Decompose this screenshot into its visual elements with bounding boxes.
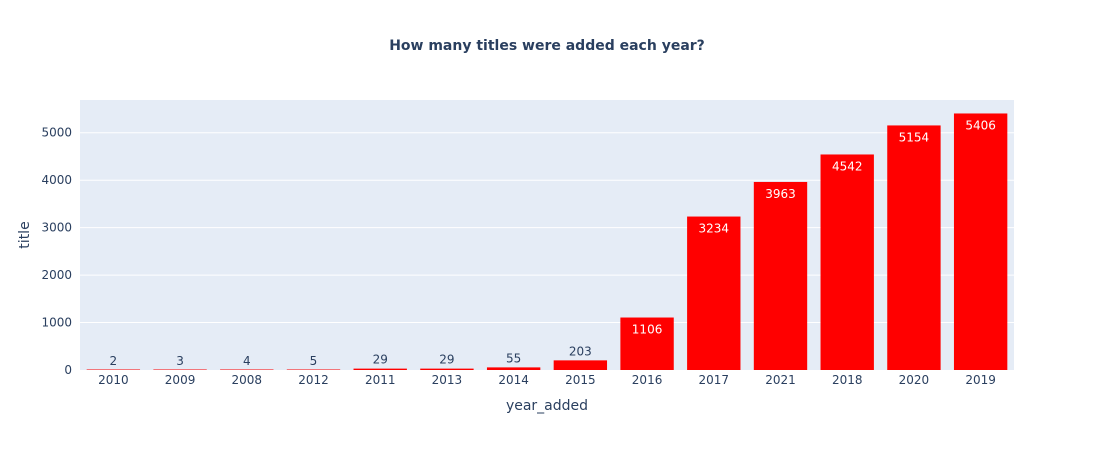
y-tick-label: 5000 [41,126,72,140]
x-tick-label: 2013 [432,373,463,387]
bar [153,369,207,370]
bar-value-label: 4542 [832,159,863,173]
bar [420,368,474,370]
x-tick-label: 2008 [232,373,263,387]
x-tick-label: 2011 [365,373,396,387]
bar-value-label: 5154 [899,130,930,144]
bar [953,113,1008,371]
bar-value-label: 1106 [632,323,663,337]
bar [486,367,541,370]
bar-value-label: 2 [110,354,118,368]
y-tick-label: 0 [64,363,72,377]
x-tick-label: 2018 [832,373,863,387]
bar-labels: 2 3 4 5 29 29 55 203 1106 3234 3963 4542 5154 5406 [110,118,996,367]
x-tick-label: 2021 [765,373,796,387]
bar [687,216,741,370]
bar-value-label: 3 [176,354,184,368]
bar-value-label: 203 [569,344,592,358]
x-tick-label: 2014 [498,373,529,387]
bar [620,317,674,370]
bar [887,125,941,370]
bar [753,181,808,370]
bar [820,154,874,370]
bar [220,369,274,370]
bar [286,369,341,370]
y-axis-title: title [17,221,33,248]
y-tick-label: 3000 [41,221,72,235]
bar [86,369,141,370]
bar-value-label: 4 [243,354,251,368]
bar-value-label: 3234 [699,222,730,236]
x-tick-label: 2015 [565,373,596,387]
bar [353,368,407,370]
y-tick-label: 1000 [41,316,72,330]
x-axis-title: year_added [506,398,588,414]
x-axis-ticks: 2010 2009 2008 2012 2011 2013 2014 2015 2016 2017… [98,373,996,387]
x-tick-label: 2009 [165,373,196,387]
bar-value-label: 5 [310,354,318,368]
y-tick-label: 4000 [41,173,72,187]
y-tick-label: 2000 [41,268,72,282]
x-tick-label: 2012 [298,373,329,387]
bar-value-label: 3963 [765,187,796,201]
chart-title: How many titles were added each year? [389,38,705,54]
x-tick-label: 2017 [699,373,730,387]
bar-value-label: 29 [373,353,388,367]
y-axis-ticks: 0 1000 2000 3000 4000 5000 [41,126,72,377]
bar-value-label: 29 [439,353,454,367]
x-tick-label: 2020 [899,373,930,387]
bar-value-label: 5406 [965,118,996,132]
x-tick-label: 2010 [98,373,129,387]
x-tick-label: 2019 [965,373,996,387]
x-tick-label: 2016 [632,373,663,387]
bar [553,360,608,370]
bar-value-label: 55 [506,351,521,365]
bars [86,113,1008,371]
